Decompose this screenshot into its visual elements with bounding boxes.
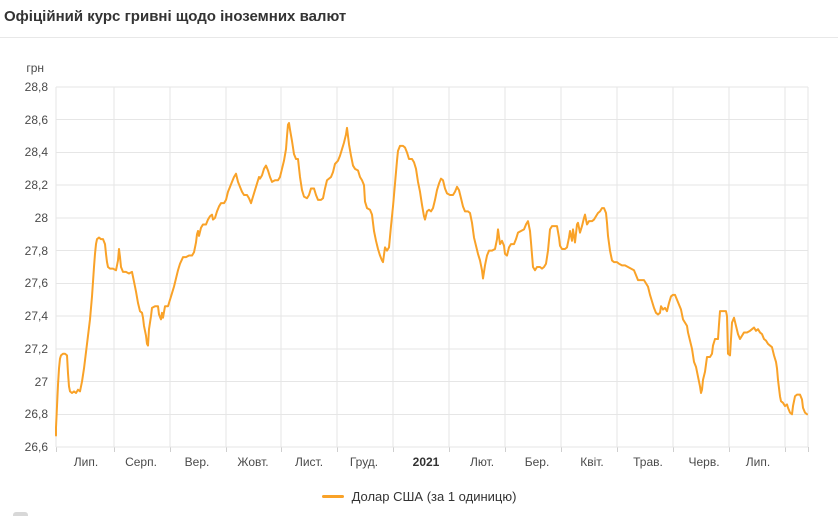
chart-plot-area <box>55 86 809 448</box>
y-axis-tick-label: 27 <box>34 374 48 389</box>
x-axis-tick-mark <box>785 447 786 452</box>
x-axis-tick-mark <box>808 447 809 452</box>
x-axis-tick-label: Лип. <box>73 455 99 469</box>
x-axis-tick-mark <box>393 447 394 452</box>
y-axis-tick-label: 26,8 <box>24 407 48 422</box>
usd-rate-line-series <box>55 122 808 437</box>
x-axis-tick-label: Лют. <box>469 455 495 469</box>
x-axis-tick-label: Лип. <box>745 455 771 469</box>
x-axis-tick-label: Черв. <box>688 455 720 469</box>
y-axis-tick-label: 28,8 <box>24 80 48 94</box>
x-axis-tick-mark <box>281 447 282 452</box>
y-axis-tick-label: 27,2 <box>24 341 48 356</box>
x-axis-tick-label: Трав. <box>633 455 663 469</box>
x-axis-tick-mark <box>449 447 450 452</box>
y-axis-tick-label: 27,8 <box>24 243 48 258</box>
legend-line-marker <box>321 495 344 498</box>
legend-item-usd[interactable]: Долар США (за 1 одиницю) <box>0 489 838 504</box>
x-axis-tick-mark <box>673 447 674 452</box>
y-axis-tick-label: 28,4 <box>24 145 48 160</box>
y-axis-tick-label: 26,6 <box>24 440 48 454</box>
y-axis-tick-label: 28,6 <box>24 112 48 127</box>
y-axis-tick-label: 27,4 <box>24 309 48 324</box>
x-axis-tick-mark <box>729 447 730 452</box>
x-axis-tick-mark <box>226 447 227 452</box>
y-axis-tick-label: 28,2 <box>24 178 48 193</box>
legend-label: Долар США (за 1 одиницю) <box>351 489 517 504</box>
page-title: Офіційний курс гривні щодо іноземних вал… <box>4 8 347 25</box>
x-axis-tick-mark <box>505 447 506 452</box>
x-axis-tick-mark <box>617 447 618 452</box>
x-axis-tick-label: Серп. <box>125 455 157 469</box>
x-axis-tick-label: Груд. <box>349 455 379 469</box>
x-axis-tick-mark <box>337 447 338 452</box>
x-axis-tick-label: Бер. <box>524 455 550 469</box>
x-axis-tick-mark <box>56 447 57 452</box>
x-axis-tick-mark <box>170 447 171 452</box>
y-axis-tick-label: 28 <box>34 210 48 225</box>
x-axis-tick-label: Жовт. <box>237 455 269 469</box>
y-axis-unit-label: грн <box>26 61 44 75</box>
x-axis-tick-mark <box>561 447 562 452</box>
cropped-element <box>13 512 28 516</box>
title-divider <box>0 37 838 38</box>
x-axis-tick-mark <box>114 447 115 452</box>
x-axis-tick-label: 2021 <box>412 455 440 469</box>
x-axis-tick-label: Лист. <box>294 455 324 469</box>
y-axis-tick-label: 27,6 <box>24 276 48 291</box>
x-axis-tick-label: Квіт. <box>580 455 604 469</box>
x-axis-tick-label: Вер. <box>184 455 210 469</box>
